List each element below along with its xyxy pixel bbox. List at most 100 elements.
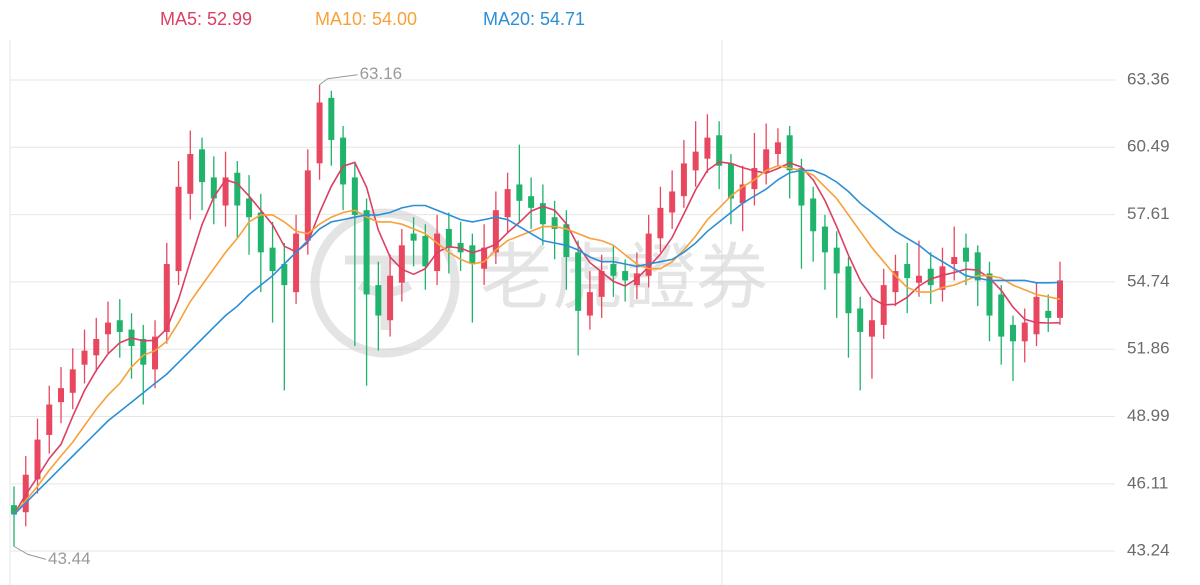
candle-body [69,369,76,393]
candle-body [939,266,946,290]
watermark-logo-mark [345,255,425,330]
candle-body [481,247,488,269]
candle-body [422,235,429,267]
candle-body [798,168,805,206]
candle-body [81,350,88,365]
y-tick-label: 48.99 [1127,406,1170,425]
candle-body [810,198,817,232]
candle-body [551,217,558,229]
candle-body [575,252,582,311]
candle-body [222,177,229,206]
candle-body [1021,322,1028,342]
candle-body [915,275,922,283]
legend-entry: MA5: 52.99 [160,9,252,29]
annotation-leader [319,74,358,86]
annotation-leader [13,545,47,560]
candle-body [610,264,617,276]
candle-body [1045,310,1052,318]
candle-body [539,203,546,225]
candle-body [704,137,711,159]
candle-body [598,271,605,297]
candle-body [786,135,793,171]
candle-body [845,266,852,314]
candle-body [692,151,699,171]
background-layer [9,40,1115,585]
candle-body [821,226,828,253]
y-tick-label: 60.49 [1127,137,1170,156]
candle-body [246,198,253,218]
candles [11,84,1063,547]
candle-body [516,184,523,201]
candle-body [528,196,535,208]
candle-body [269,247,276,272]
candle-body [187,154,194,194]
candle-body [763,149,770,173]
candle-body [46,404,53,435]
candle-body [951,257,958,265]
candle-body [340,137,347,185]
candle-body [962,247,969,262]
y-tick-label: 43.24 [1127,541,1170,560]
ma-line [13,169,1061,516]
candle-body [727,163,734,199]
candle-body [622,271,629,281]
candle-body [868,320,875,337]
candle-body [257,212,264,253]
y-tick-label: 63.36 [1127,70,1170,89]
candle-body [1009,324,1016,342]
candle-body [199,149,206,183]
candle-body [387,275,394,321]
candle-body [328,97,335,140]
min-annotation: 43.44 [48,549,91,568]
candle-body [1033,296,1040,335]
candle-body [657,207,664,239]
candle-body [469,245,476,265]
candle-body [492,210,499,253]
candle-body [281,264,288,286]
candle-body [351,177,358,215]
candle-body [175,186,182,272]
candle-body [904,264,911,279]
candle-body [398,245,405,283]
y-tick-label: 57.61 [1127,204,1170,223]
candle-body [410,233,417,241]
ma-line [13,164,1061,516]
candle-body [304,170,311,241]
max-annotation: 63.16 [360,64,403,83]
candle-body [34,439,41,480]
candle-body [739,184,746,204]
ma-line [13,161,1061,515]
candle-body [445,228,452,248]
candle-body [116,320,123,332]
candle-body [857,308,864,332]
legend-entry: MA20: 54.71 [483,9,585,29]
candle-body [58,388,65,403]
candle-body [680,163,687,197]
candle-body [586,292,593,316]
candle-body [293,233,300,293]
candle-body [974,252,981,281]
candle-body [11,505,17,515]
candle-body [563,224,570,258]
candle-body [927,268,934,286]
candle-body [504,189,511,218]
candle-body [892,271,899,293]
candle-body [93,338,100,356]
candle-body [210,177,217,199]
y-tick-label: 54.74 [1127,271,1170,290]
candle-body [234,172,241,206]
candle-body [716,135,723,166]
candle-body [998,294,1005,337]
candle-body [986,273,993,316]
watermark: 老虎證券 [310,208,768,358]
candle-body [163,264,170,332]
candle-body [140,338,147,365]
y-tick-label: 51.86 [1127,339,1170,358]
candle-body [751,168,758,190]
candle-body [669,191,676,213]
candle-body [833,247,840,274]
candle-body [375,285,382,316]
y-tick-label: 46.11 [1127,473,1168,492]
candle-body [645,233,652,276]
